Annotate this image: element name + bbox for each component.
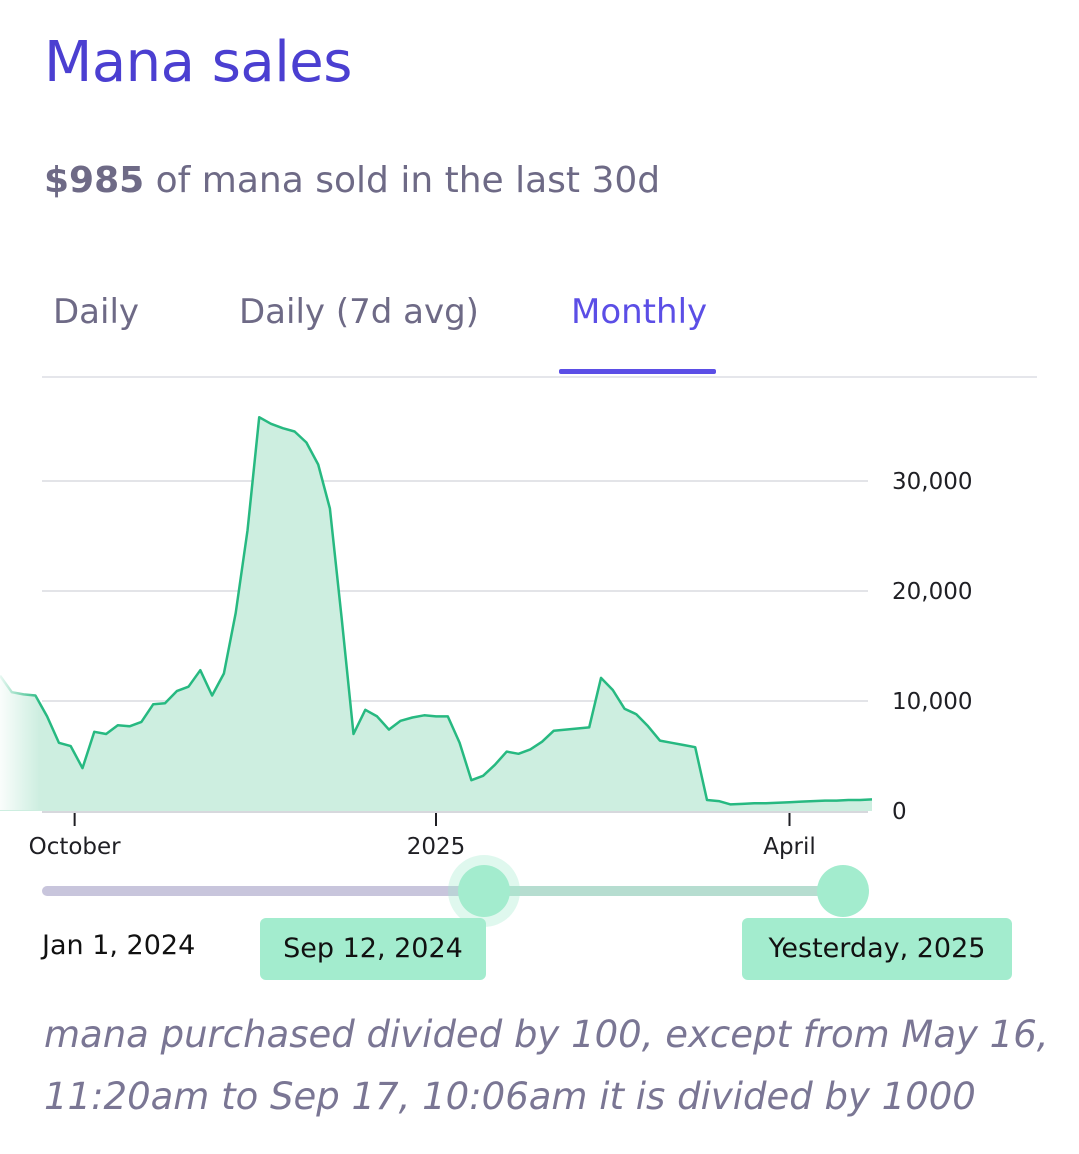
sales-line [0, 415, 873, 806]
y-tick-label: 10,000 [892, 689, 972, 715]
x-tick-label: October [29, 834, 122, 860]
range-track-unselected[interactable] [42, 886, 488, 896]
range-end-handle[interactable] [817, 865, 869, 917]
summary-text: of mana sold in the last 30d [144, 160, 661, 201]
mana-sales-chart: October 2025 April 0 10,000 20,000 30,000 [0, 415, 972, 860]
chart-left-fade [0, 660, 40, 810]
summary-value: $985 [44, 160, 145, 201]
y-tick-label: 20,000 [892, 579, 972, 605]
y-tick-label: 0 [892, 799, 907, 825]
range-min-label: Jan 1, 2024 [42, 930, 196, 961]
chart-gridlines [42, 480, 868, 702]
sales-area [0, 417, 872, 811]
tab-monthly[interactable]: Monthly [571, 292, 708, 332]
selected-start-date[interactable]: Sep 12, 2024 [260, 918, 486, 980]
active-tab-indicator [559, 369, 716, 374]
range-start-handle[interactable] [458, 865, 510, 917]
tab-daily-7d-avg[interactable]: Daily (7d avg) [239, 292, 479, 332]
sales-summary: $985 of mana sold in the last 30d [44, 160, 660, 201]
date-range-slider[interactable] [42, 860, 872, 920]
tab-daily[interactable]: Daily [53, 292, 140, 332]
page-title: Mana sales [44, 30, 352, 95]
x-tick-label: April [763, 834, 816, 860]
y-tick-label: 30,000 [892, 469, 972, 495]
footnote: mana purchased divided by 100, except fr… [44, 1013, 1049, 1118]
x-tick-label: 2025 [407, 834, 466, 860]
range-track-selected[interactable] [488, 886, 848, 896]
period-tabs: Daily Daily (7d avg) Monthly [42, 280, 1037, 378]
selected-end-date[interactable]: Yesterday, 2025 [742, 918, 1012, 980]
